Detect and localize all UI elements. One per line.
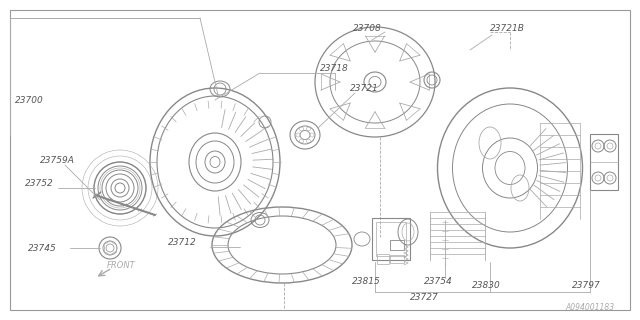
Text: 23797: 23797 bbox=[572, 282, 601, 291]
Bar bbox=[390, 255, 404, 263]
Text: 23830: 23830 bbox=[472, 282, 500, 291]
Text: 23721: 23721 bbox=[350, 84, 379, 92]
Text: 23708: 23708 bbox=[353, 23, 381, 33]
Bar bbox=[377, 254, 389, 264]
Text: 23718: 23718 bbox=[320, 63, 349, 73]
Text: 23815: 23815 bbox=[352, 277, 381, 286]
Text: 23745: 23745 bbox=[28, 244, 57, 252]
Text: A094001183: A094001183 bbox=[566, 303, 615, 313]
Text: 23727: 23727 bbox=[410, 293, 439, 302]
Text: 23721B: 23721B bbox=[490, 23, 525, 33]
Text: FRONT: FRONT bbox=[107, 260, 136, 269]
Text: 23754: 23754 bbox=[424, 277, 452, 286]
Text: 23759A: 23759A bbox=[40, 156, 75, 164]
Text: 23712: 23712 bbox=[168, 237, 196, 246]
Text: 23752: 23752 bbox=[25, 179, 54, 188]
Bar bbox=[590, 134, 618, 190]
Bar bbox=[376, 222, 406, 256]
Bar bbox=[390, 240, 404, 250]
Bar bbox=[372, 218, 410, 260]
Text: 23700: 23700 bbox=[15, 95, 44, 105]
